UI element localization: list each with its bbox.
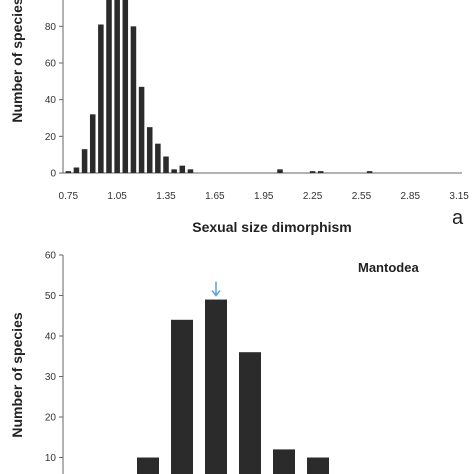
top-x-tick-label: 0.75 [59,191,79,202]
top-bar [89,114,96,173]
top-bar [130,26,137,174]
bottom-y-axis-label: Number of species [9,312,25,437]
top-bar [114,0,120,173]
top-x-tick-label: 1.65 [205,191,225,202]
bottom-bar [171,319,193,474]
bottom-chart-title: Mantodea [358,260,419,275]
top-bar [317,171,324,173]
bottom-histogram: 10 20 30 40 50 60 Number of species Mantodea [9,251,419,474]
top-y-tick-label: 40 [45,95,57,106]
top-y-tick-label: 0 [50,169,56,180]
bottom-bars [137,299,329,474]
top-bar [171,169,177,173]
top-x-tick-label: 2.55 [352,191,372,202]
top-x-tick-label: 1.05 [107,191,127,202]
bottom-y-tick-label: 50 [45,291,57,302]
top-bar [187,169,194,173]
top-y-ticks: 020406080100 [45,22,63,180]
top-bar [98,24,104,173]
top-x-tick-label: 1.35 [156,191,176,202]
bottom-y-tick-label: 30 [45,372,57,383]
arrow-marker-icon [211,281,221,297]
top-bar [366,171,373,173]
top-bar [81,149,88,173]
top-y-axis-label: Number of species [9,0,25,123]
top-y-tick-label: 80 [45,22,57,33]
top-bar [146,127,153,173]
panel-label-a: a [452,207,464,229]
top-x-ticks: 0.75 1.05 1.35 1.65 1.95 2.25 2.55 2.85 3.15 [59,191,470,202]
top-bar [155,143,161,173]
top-y-tick-label: 60 [45,59,57,70]
top-bar [122,0,129,173]
bottom-bar [239,352,261,474]
bottom-y-tick-label: 20 [45,413,57,424]
top-bar [65,171,72,173]
top-x-tick-label: 3.15 [449,191,469,202]
top-histogram: 020406080100 0.751.051.351.651.952.252.5… [9,0,469,235]
bottom-y-tick-label: 10 [45,453,57,464]
bottom-y-tick-label: 40 [45,332,57,343]
top-x-tick-label: 2.85 [401,191,421,202]
top-y-tick-label: 20 [45,132,57,143]
bottom-y-tick-label: 60 [45,251,57,262]
bottom-bar [273,449,295,474]
top-bar [277,169,283,173]
bottom-bar [137,457,159,474]
bottom-y-ticks: 10 20 30 40 50 60 [45,251,63,464]
top-x-tick-label: 1.95 [254,191,274,202]
top-bar [163,156,169,173]
top-bar [179,165,186,173]
top-bar [106,0,112,173]
top-bar [138,86,145,173]
top-x-axis-label: Sexual size dimorphism [192,219,352,235]
top-x-tick-label: 2.25 [303,191,323,202]
top-bar [73,167,80,173]
bottom-bar [205,299,227,474]
top-bar [309,171,316,173]
bottom-bar [307,457,329,474]
top-bars [65,0,373,174]
